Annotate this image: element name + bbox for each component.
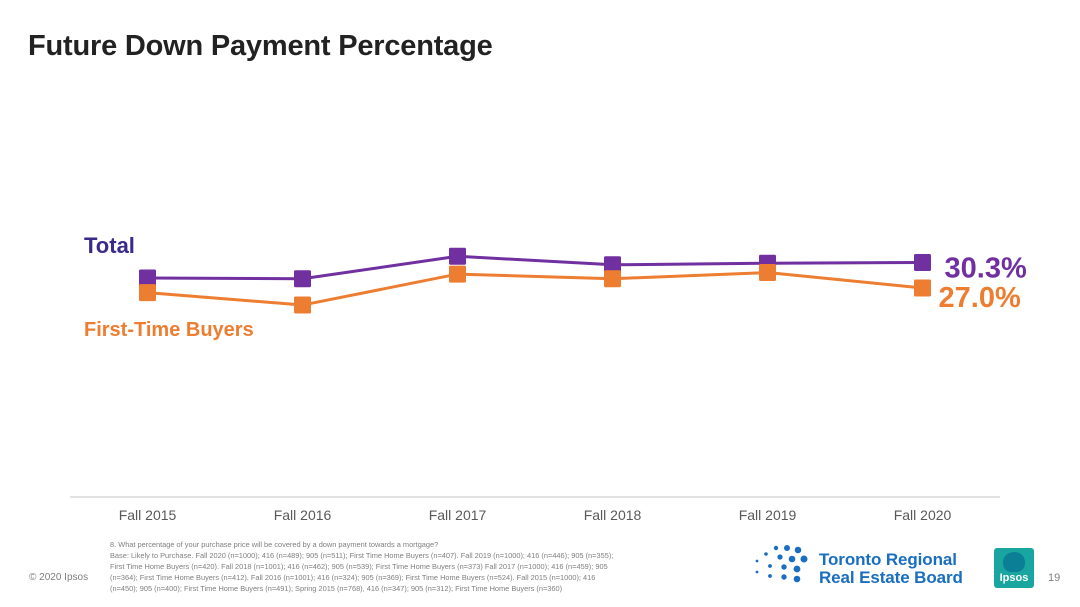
copyright: © 2020 Ipsos <box>29 572 89 583</box>
footnote-base-line: First Time Home Buyers (n=420). Fall 201… <box>110 562 608 571</box>
series-line-first-time-buyers <box>147 271 923 307</box>
footnote-base-line: (n=450); 905 (n=400); First Time Home Bu… <box>110 584 563 593</box>
x-tick-label: Fall 2017 <box>429 507 487 523</box>
slide-title: Future Down Payment Percentage <box>28 30 493 62</box>
trreb-line-1: Toronto Regional <box>819 550 957 569</box>
x-tick-label: Fall 2019 <box>739 507 797 523</box>
x-tick-label: Fall 2018 <box>584 507 642 523</box>
data-point-first-time-buyers <box>139 284 156 302</box>
data-point-first-time-buyers <box>604 270 621 288</box>
x-tick-label: Fall 2020 <box>894 507 952 523</box>
ipsos-logo: Ipsos <box>994 548 1034 588</box>
ipsos-wordmark: Ipsos <box>999 572 1029 584</box>
series-labels: 30.3%27.0% Total First-Time Buyers <box>84 233 1027 341</box>
data-point-total <box>604 256 621 274</box>
data-point-total <box>294 270 311 288</box>
footnote-question: 8. What percentage of your purchase pric… <box>110 540 439 549</box>
data-point-total <box>449 247 466 265</box>
trreb-wordmark: Toronto Regional Real Estate Board <box>819 551 963 587</box>
x-tick-label: Fall 2015 <box>119 507 177 523</box>
end-value-label-total: 30.3% <box>945 252 1027 284</box>
page-number: 19 <box>1048 572 1061 584</box>
series-label-first-time-buyers: First-Time Buyers <box>84 319 254 341</box>
series-label-total: Total <box>84 233 135 258</box>
data-point-first-time-buyers <box>294 296 311 314</box>
data-point-total <box>139 269 156 287</box>
series-line-total <box>147 254 923 281</box>
trreb-line-2: Real Estate Board <box>819 568 963 587</box>
end-value-label-first-time-buyers: 27.0% <box>939 282 1021 314</box>
footnote-base-line: Base: Likely to Purchase. Fall 2020 (n=1… <box>110 551 614 560</box>
x-tick-labels: Fall 2015 Fall 2016 Fall 2017 Fall 2018 Fall… <box>119 507 952 523</box>
footnote-base-line: (n=364); First Time Home Buyers (n=412).… <box>110 573 596 582</box>
trreb-logo: Toronto Regional Real Estate Board <box>752 544 982 592</box>
data-point-first-time-buyers <box>759 264 776 282</box>
footnote: 8. What percentage of your purchase pric… <box>110 539 750 594</box>
series-layer <box>139 247 931 314</box>
data-point-total <box>914 253 931 271</box>
x-tick-label: Fall 2016 <box>274 507 332 523</box>
data-point-first-time-buyers <box>449 265 466 283</box>
ipsos-mark-icon <box>1003 552 1025 572</box>
data-point-first-time-buyers <box>914 279 931 297</box>
trreb-dots-icon <box>755 545 808 583</box>
